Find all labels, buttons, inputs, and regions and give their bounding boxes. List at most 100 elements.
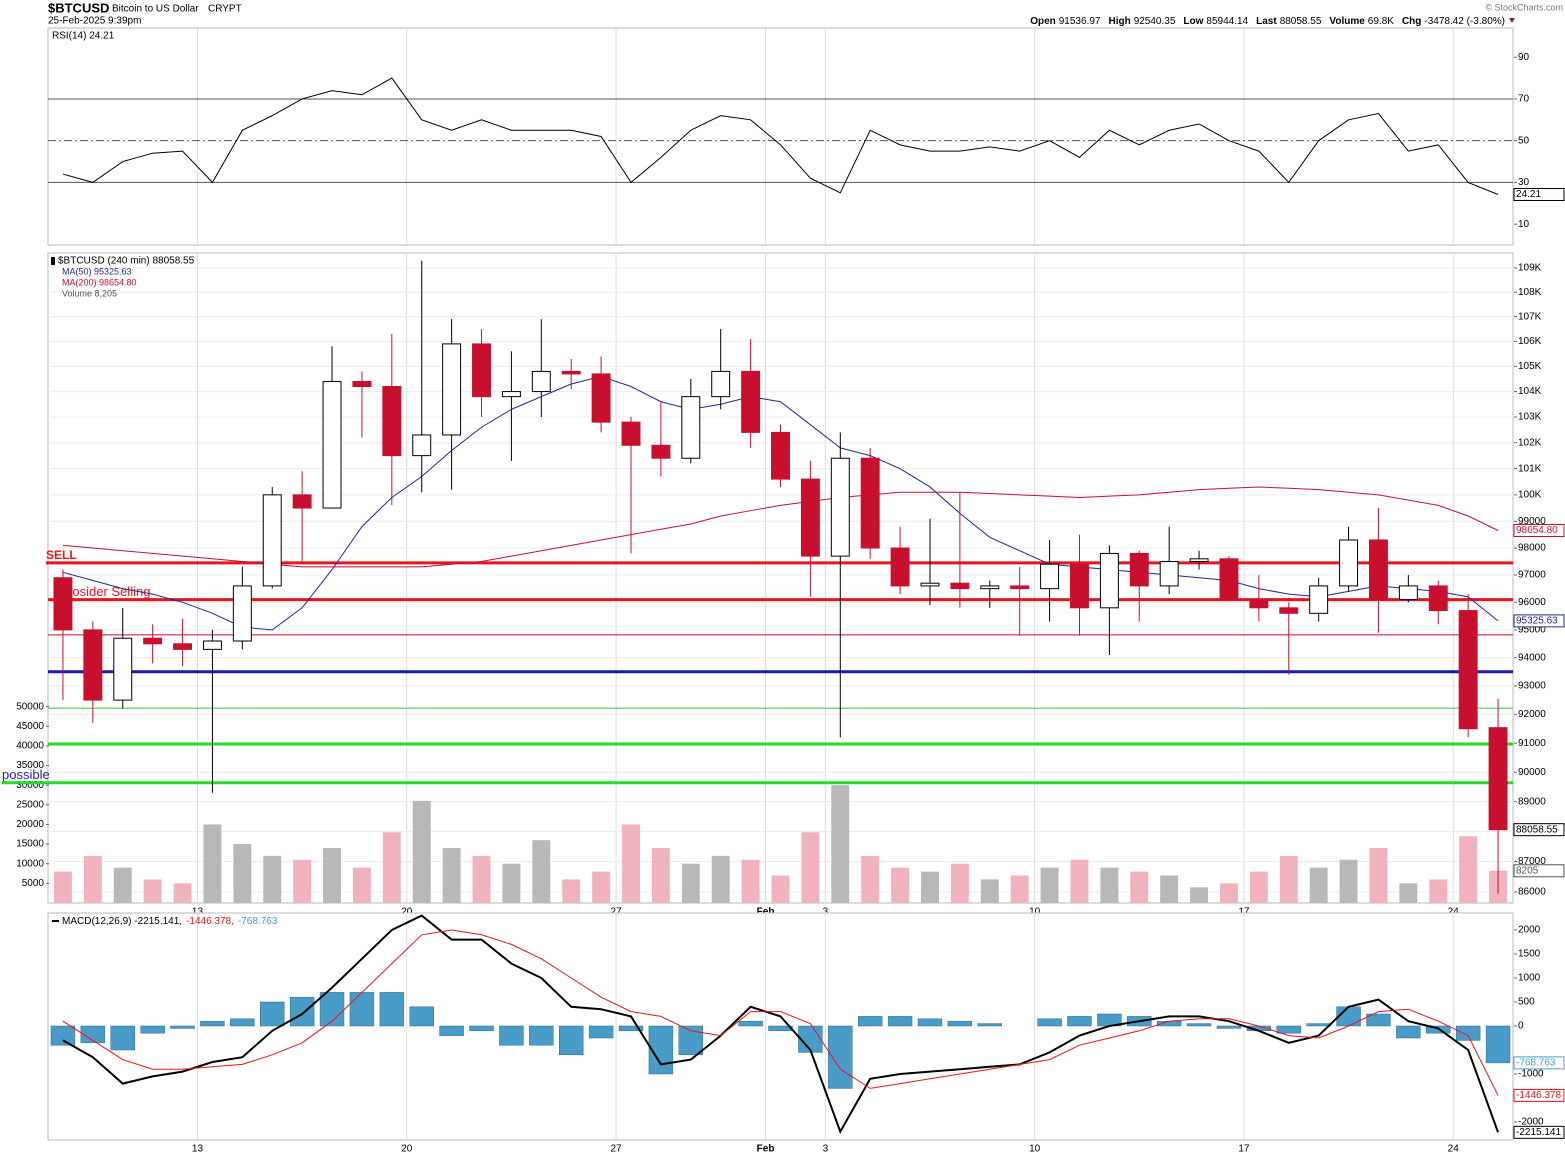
volume-bar <box>861 855 880 903</box>
candle-body <box>531 370 551 393</box>
last-value-text: 95325.63 <box>1516 616 1558 627</box>
x-tick-label: 10 <box>1029 907 1041 918</box>
candle-body <box>561 370 581 375</box>
histogram-bar <box>1455 1025 1481 1041</box>
y-tick-label: 2000 <box>1518 925 1541 936</box>
candle-body <box>472 343 491 398</box>
x-tick-label: Feb <box>757 907 775 918</box>
histogram-bar <box>678 1025 704 1056</box>
candle-body <box>1010 585 1030 590</box>
x-tick-label: 24 <box>1448 1144 1460 1155</box>
legend-entry: Volume 8,205 <box>62 288 117 298</box>
volume-bar <box>442 848 461 903</box>
histogram-bar <box>140 1025 165 1034</box>
histogram-bar <box>469 1025 494 1032</box>
histogram-bar <box>529 1025 554 1046</box>
y-tick-label: 94000 <box>1518 652 1546 663</box>
x-tick-label: 24 <box>1448 907 1460 918</box>
volume-bar <box>562 879 581 903</box>
candle-body <box>1040 563 1060 590</box>
volume-bar <box>263 855 282 903</box>
line <box>62 486 1499 568</box>
volume-bar <box>502 863 521 903</box>
candle-body <box>1309 585 1329 614</box>
y-tick-label: 1500 <box>1518 949 1541 960</box>
legend-entry: MACD(12,26,9) -2215.141, <box>62 916 182 927</box>
legend-entry: MA(200) 98654.80 <box>62 277 137 287</box>
line <box>62 929 1499 1096</box>
line <box>62 77 1499 195</box>
quote-value: 88058.55 <box>1280 16 1322 27</box>
last-value-box <box>1513 1088 1565 1102</box>
candle-body <box>1398 585 1418 601</box>
histogram-bar <box>648 1025 674 1075</box>
candle-body <box>621 421 641 446</box>
volume-bar <box>950 863 969 903</box>
volume-bar <box>1369 848 1388 903</box>
histogram-bar <box>588 1025 614 1039</box>
y-tick-label: 109K <box>1518 263 1542 274</box>
histogram-bar <box>738 1020 763 1027</box>
volume-bar <box>323 848 341 903</box>
volume-bar <box>532 840 551 903</box>
legend: MACD(12,26,9) -2215.141, -1446.378, -768.7… <box>62 916 278 927</box>
histogram-bar <box>1037 1018 1062 1027</box>
candle-body <box>741 370 761 433</box>
x-tick-label: 27 <box>610 1144 622 1155</box>
x-tick-label: Feb <box>757 1144 775 1155</box>
volume-bar <box>143 879 162 903</box>
y-tick-label: 1000 <box>1518 973 1541 984</box>
candle-body <box>442 343 462 436</box>
y-tick-label: 90000 <box>1518 767 1546 778</box>
candle-body <box>1189 558 1209 563</box>
volume-bar <box>801 832 820 903</box>
candle-body <box>920 582 940 587</box>
histogram-bar <box>887 1016 913 1027</box>
candle-body <box>173 643 193 650</box>
y-tick-label: 106K <box>1518 336 1542 347</box>
last-value-label: 88058.55 <box>1513 823 1565 837</box>
candle-body <box>800 478 820 557</box>
candle-body <box>1488 727 1508 831</box>
candle-body <box>980 585 1000 590</box>
change-arrow <box>1509 18 1515 23</box>
y-tick-label: 92000 <box>1518 709 1546 720</box>
candle-body <box>292 494 312 509</box>
histogram-bar <box>110 1025 135 1051</box>
symbol: $BTCUSD <box>48 0 109 15</box>
y-tick-label: 100K <box>1518 489 1542 500</box>
histogram-bar <box>559 1025 584 1056</box>
volume-bar <box>382 832 401 903</box>
x-tick-label: 20 <box>401 907 413 918</box>
y-tick-label: 50000 <box>16 701 44 712</box>
last-value-label: 98654.80 <box>1513 523 1565 537</box>
x-tick-label: 20 <box>401 1144 413 1155</box>
volume-bar <box>1100 867 1119 903</box>
last-value-text: 8205 <box>1516 865 1539 876</box>
volume-bar <box>1249 871 1268 903</box>
candle-body <box>890 547 910 587</box>
volume-bar <box>293 859 312 903</box>
volume-bar <box>1459 836 1478 903</box>
volume-bar <box>1339 859 1358 903</box>
legend-title: $BTCUSD (240 min) 88058.55 <box>58 256 195 267</box>
last-value-text: 98654.80 <box>1516 525 1558 536</box>
histogram-bar <box>1485 1025 1511 1064</box>
symbol-name: Bitcoin to US Dollar <box>112 4 199 15</box>
last-value-box <box>1513 1056 1565 1070</box>
volume-bar <box>921 871 939 903</box>
volume-bar <box>203 824 222 903</box>
exchange: CRYPT <box>208 4 242 15</box>
y-tick-label: 89000 <box>1518 796 1546 807</box>
line <box>62 914 1499 1134</box>
quote: Open 91536.97 High 92540.35 Low 85944.14 Last 8… <box>1030 16 1505 27</box>
y-tick-label: 50 <box>1518 135 1530 146</box>
candle-body <box>1279 607 1299 614</box>
last-value-box <box>1513 187 1565 201</box>
y-tick-label: 101K <box>1518 463 1542 474</box>
x-tick-label: 13 <box>192 907 204 918</box>
y-tick-label: 107K <box>1518 311 1542 322</box>
candle-body <box>232 585 252 642</box>
volume-bar <box>622 824 640 903</box>
volume-bar <box>233 844 252 903</box>
